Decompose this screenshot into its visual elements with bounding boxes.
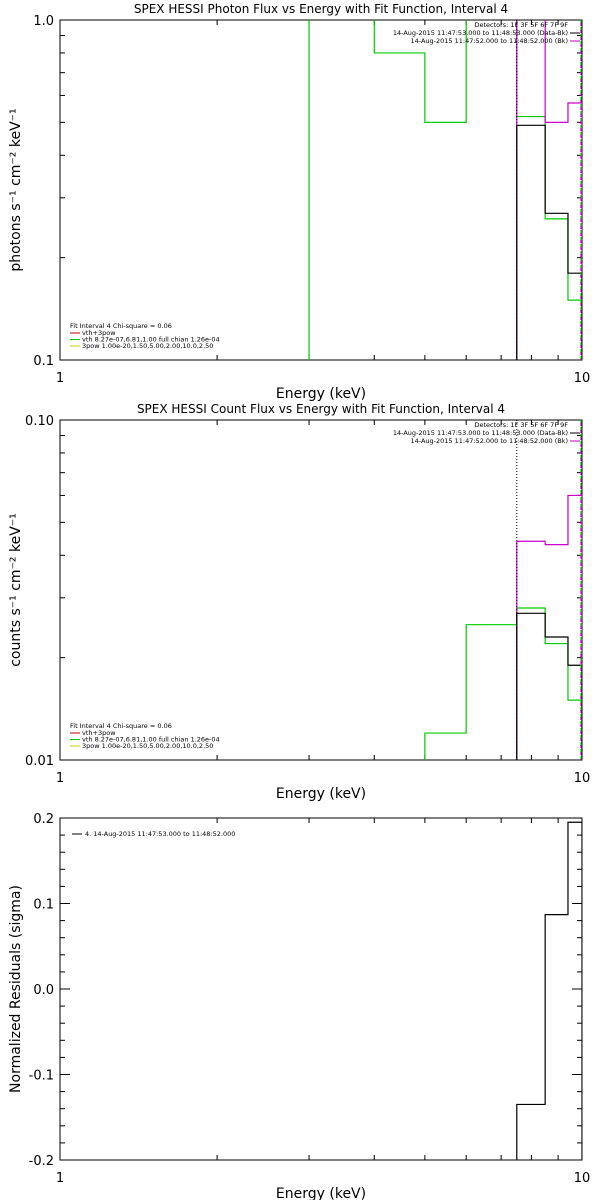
x-tick-label: 10 [574,1171,591,1186]
series-step-line [516,494,582,760]
series-step-line [516,20,582,360]
legend-entry: vth+3pow [82,729,116,737]
y-tick-label: 0.2 [33,812,54,827]
data-area [308,20,582,360]
chart-title: SPEX HESSI Count Flux vs Energy with Fit… [137,402,505,416]
y-tick-label: -0.2 [29,1154,54,1169]
legend-header: Detectors: 1F 3F 5F 6F 7F 9F [474,421,568,429]
legend-entry: vth 8.27e-07,6.81,1.00 full chian 1.26e-… [82,336,220,344]
legend-entry: 14-Aug-2015 11:47:52.000 to 11:48:52.000… [411,37,568,45]
legend-header: Detectors: 1F 3F 5F 6F 7F 9F [474,21,568,29]
legend-top-right: Detectors: 1F 3F 5F 6F 7F 9F14-Aug-2015 … [393,421,580,445]
series-step-line [516,612,582,760]
x-axis-label: Energy (keV) [276,1186,366,1200]
y-axis-label: photons s⁻¹ cm⁻² keV⁻¹ [8,108,24,271]
data-area [516,821,582,1160]
y-axis-label: counts s⁻¹ cm⁻² keV⁻¹ [8,513,24,667]
series-step-line [308,20,582,360]
legend-header: Fit Interval 4 Chi-square = 0.06 [70,722,172,730]
series-step-line [424,607,582,760]
x-tick-label: 10 [574,771,591,786]
x-tick-label: 1 [56,771,64,786]
legend-entry: vth 8.27e-07,6.81,1.00 full chian 1.26e-… [82,736,220,744]
data-area [424,420,582,760]
legend-top-left: 4. 14-Aug-2015 11:47:53.000 to 11:48:52.… [72,830,235,838]
y-tick-label: -0.1 [29,1069,54,1084]
chart-panel-1: 1 10 0.1 1.0 SPEX HESSI Photon Flux vs Energ… [8,2,591,402]
x-axis-label: Energy (keV) [276,386,366,402]
y-axis-label: Normalized Residuals (sigma) [8,885,24,1093]
legend-entry: 14-Aug-2015 11:47:52.000 to 11:48:52.000… [411,437,568,445]
chart-panel-3: 1 10 -0.2 -0.1 0.0 0.1 0.2 Energy (keV) Normaliz… [8,812,591,1202]
legend-entry: 3pow 1.00e-20,1.50,5.00,2.00,10.0,2.50 [82,742,213,750]
plot-frame [59,419,583,761]
legend-entry: vth+3pow [82,329,116,337]
y-tick-label: 0.10 [25,414,54,429]
y-tick-label: 0.1 [33,354,54,369]
legend-entry: 14-Aug-2015 11:47:53.000 to 11:48:53.000… [393,429,568,437]
legend-bottom-left: Fit Interval 4 Chi-square = 0.06vth+3pow… [70,322,220,350]
legend-entry: 14-Aug-2015 11:47:53.000 to 11:48:53.000… [393,29,568,37]
legend-entry: 4. 14-Aug-2015 11:47:53.000 to 11:48:52.… [85,830,235,838]
x-tick-label: 1 [56,1171,64,1186]
plot-frame [59,817,583,1161]
chart-panel-2: 1 10 0.01 0.10 SPEX HESSI Count Flux vs Ener… [8,402,591,802]
y-tick-label: 1.0 [33,14,54,29]
legend-entry: 3pow 1.00e-20,1.50,5.00,2.00,10.0,2.50 [82,342,213,350]
legend-bottom-left: Fit Interval 4 Chi-square = 0.06vth+3pow… [70,722,220,750]
y-tick-label: 0.0 [33,983,54,998]
series-step-line [516,124,582,360]
legend-header: Fit Interval 4 Chi-square = 0.06 [70,322,172,330]
x-tick-label: 1 [56,371,64,386]
x-axis-label: Energy (keV) [276,786,366,802]
series-step-line [516,821,582,1160]
y-tick-label: 0.01 [25,754,54,769]
plot-frame [59,19,583,361]
x-tick-label: 10 [574,371,591,386]
y-tick-label: 0.1 [33,898,54,913]
legend-top-right: Detectors: 1F 3F 5F 6F 7F 9F14-Aug-2015 … [393,21,580,45]
chart-title: SPEX HESSI Photon Flux vs Energy with Fi… [134,2,508,16]
